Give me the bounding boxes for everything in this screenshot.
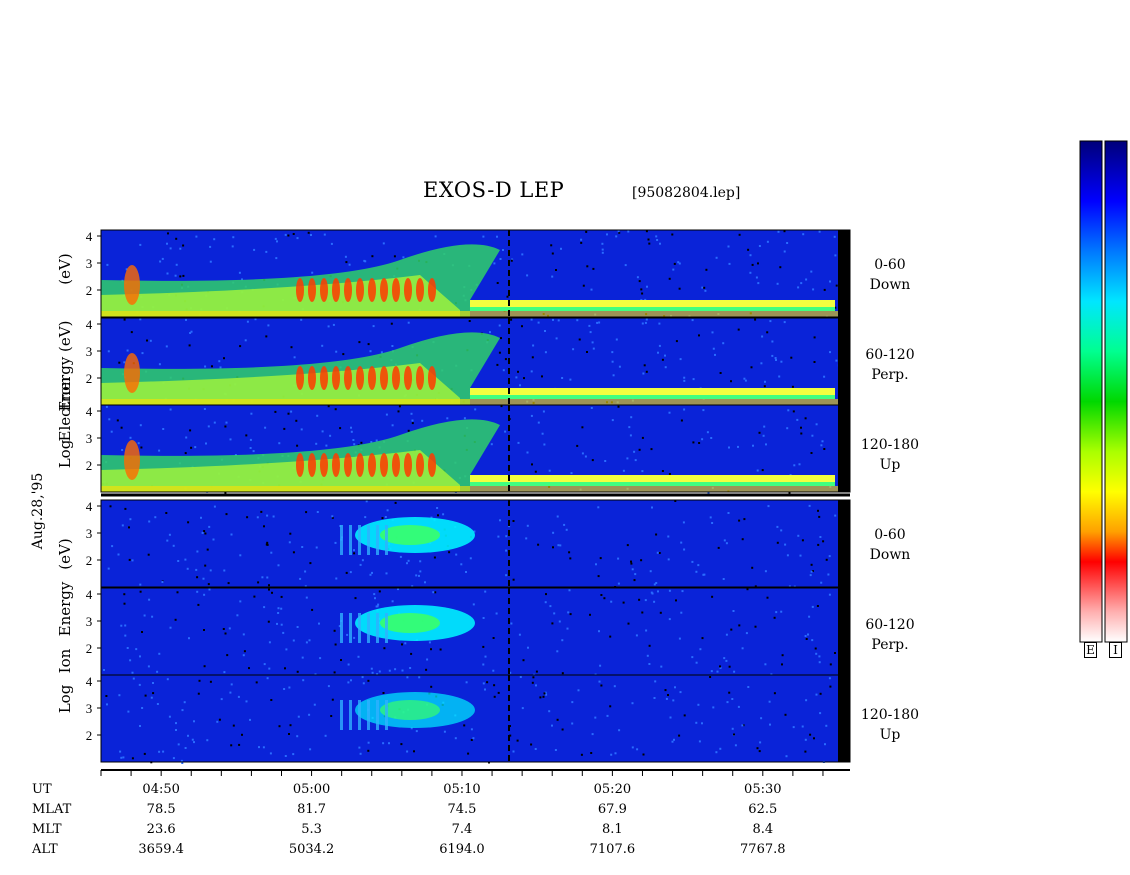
spectrogram-panel-1: [100, 229, 851, 319]
colorbar-electron: [1079, 140, 1103, 643]
y-tick-label: 2: [86, 458, 93, 473]
ephemeris-value: 5.3: [301, 822, 322, 837]
channel-label-i2: 60-120 Perp.: [865, 617, 915, 653]
electron-ylabel-3: Log: [56, 439, 74, 469]
ephemeris-value: 05:00: [292, 782, 331, 797]
ephemeris-value: 7107.6: [589, 842, 636, 857]
ephemeris-value: 04:50: [142, 782, 180, 797]
y-tick-label: 2: [86, 728, 93, 743]
y-tick-label: 3: [86, 344, 93, 359]
y-tick-label: 4: [86, 674, 93, 689]
ephemeris-value: 74.5: [447, 802, 477, 817]
file-name: [95082804.lep]: [632, 185, 741, 201]
ephemeris-value: 7.4: [451, 822, 473, 837]
ephemeris-label: ALT: [32, 842, 58, 857]
y-tick-label: 3: [86, 256, 93, 271]
spectrogram-panel-6: [100, 674, 851, 764]
ion-ylabel-3: Log: [56, 684, 74, 714]
spectrogram-panel-4: [100, 499, 851, 589]
ephemeris-label: UT: [32, 782, 52, 797]
y-tick-label: 2: [86, 641, 93, 656]
channel-label-e3: 120-180 Up: [860, 437, 920, 473]
ephemeris-value: 7767.8: [740, 842, 786, 857]
ephemeris-label: MLT: [32, 822, 62, 837]
y-tick-label: 2: [86, 371, 93, 386]
y-tick-label: 3: [86, 614, 93, 629]
ephemeris-value: 05:10: [443, 782, 481, 797]
ephemeris-value: 05:30: [744, 782, 782, 797]
ephemeris-value: 05:20: [593, 782, 632, 797]
y-tick-label: 4: [86, 499, 93, 514]
channel-label-i1: 0-60 Down: [869, 527, 911, 563]
y-tick-label: 4: [86, 229, 93, 244]
ephemeris-value: 81.7: [297, 802, 327, 817]
colorbar-label-e: E: [1084, 642, 1097, 658]
ephemeris-value: 5034.2: [288, 842, 335, 857]
date-label: Aug.28,'95: [30, 472, 46, 550]
y-tick-label: 4: [86, 404, 93, 419]
spectrogram-panel-5: [100, 587, 851, 677]
channel-label-e1: 0-60 Down: [869, 257, 911, 293]
y-tick-label: 3: [86, 701, 93, 716]
y-tick-label: 2: [86, 283, 93, 298]
channel-label-e2: 60-120 Perp.: [865, 347, 915, 383]
ephemeris-value: 78.5: [146, 802, 176, 817]
colorbar-label-i: I: [1109, 642, 1122, 658]
colorbar-ion: [1104, 140, 1128, 643]
spectrogram-panel-2: [100, 317, 851, 406]
ephemeris-value: 62.5: [748, 802, 778, 817]
electron-ylabel-top: (eV): [56, 253, 74, 285]
y-tick-label: 4: [86, 587, 93, 602]
ephemeris-label: MLAT: [32, 802, 72, 817]
ephemeris-value: 67.9: [597, 802, 627, 817]
ephemeris-value: 8.4: [752, 822, 774, 837]
ephemeris-value: 23.6: [146, 822, 176, 837]
y-tick-label: 3: [86, 526, 93, 541]
ephemeris-value: 6194.0: [439, 842, 485, 857]
ephemeris-value: 8.1: [602, 822, 623, 837]
y-tick-label: 4: [86, 317, 93, 332]
chart-title: EXOS-D LEP: [423, 178, 565, 202]
spectrogram-panel-3: [100, 404, 851, 494]
channel-label-i3: 120-180 Up: [860, 707, 920, 743]
y-tick-label: 2: [86, 553, 93, 568]
ephemeris-value: 3659.4: [138, 842, 184, 857]
y-tick-label: 3: [86, 431, 93, 446]
